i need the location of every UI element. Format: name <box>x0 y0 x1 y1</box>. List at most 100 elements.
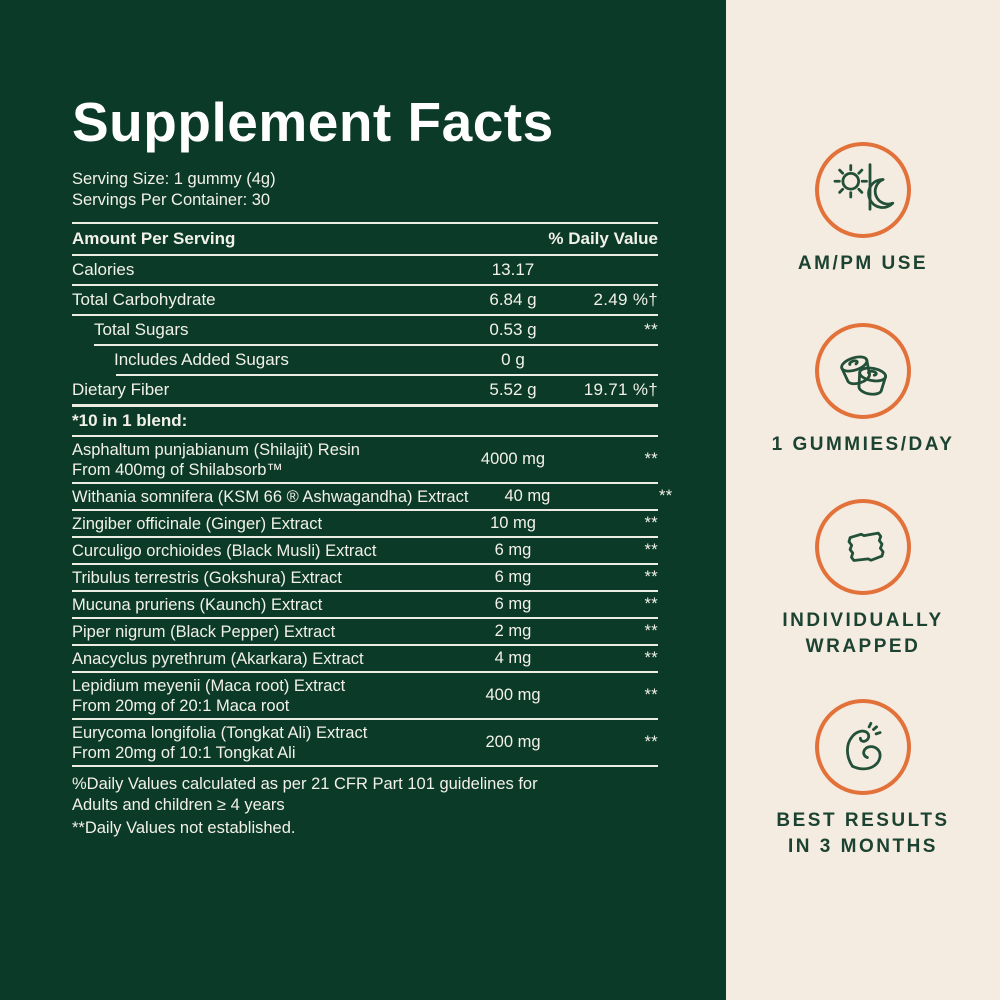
amount-value: 0.53 g <box>489 320 537 340</box>
feature-badge-wrapped: INDIVIDUALLY WRAPPED <box>726 499 1000 659</box>
serving-size-text: Serving Size: 1 gummy (4g) <box>72 169 276 188</box>
ingredient-name: Curculigo orchioides (Black Musli) Extra… <box>72 541 377 560</box>
serving-info: Serving Size: 1 gummy (4g) Servings Per … <box>72 169 658 213</box>
daily-value: ** <box>644 595 658 614</box>
bicep-icon <box>815 699 911 795</box>
footnotes: %Daily Values calculated as per 21 CFR P… <box>72 774 658 839</box>
table-row: Includes Added Sugars 0 g <box>72 346 658 374</box>
feature-badge-results: BEST RESULTS IN 3 MONTHS <box>726 699 1000 859</box>
row-divider <box>72 563 658 566</box>
daily-value: ** <box>658 487 673 506</box>
table-row: Withania somnifera (KSM 66 ® Ashwagandha… <box>72 484 672 509</box>
ingredient-name: Dietary Fiber <box>72 380 170 400</box>
row-divider <box>72 617 658 620</box>
table-row: Calories 13.17 <box>72 256 658 284</box>
wrapped-sachet-icon <box>815 499 911 595</box>
facts-table: Amount Per Serving % Daily Value Calorie… <box>72 222 672 768</box>
row-divider <box>94 344 658 347</box>
daily-value: ** <box>644 686 658 705</box>
ingredient-source-note: From 20mg of 10:1 Tongkat Ali <box>72 743 296 762</box>
row-divider <box>72 314 658 317</box>
amount-value: 6.84 g <box>489 290 537 310</box>
daily-value: ** <box>644 541 658 560</box>
amount-value: 6 mg <box>494 568 532 587</box>
row-divider <box>72 284 658 287</box>
row-divider <box>72 718 658 721</box>
row-divider <box>72 509 658 512</box>
amount-value: 4000 mg <box>480 450 546 469</box>
feature-label-individually-wrapped: INDIVIDUALLY WRAPPED <box>782 610 944 657</box>
ingredient-name: Zingiber officinale (Ginger) Extract <box>72 514 323 533</box>
table-row: Piper nigrum (Black Pepper) Extract 2 mg *… <box>72 619 658 644</box>
blend-rows: Asphaltum punjabianum (Shilajit) Resin Fr… <box>72 437 672 768</box>
table-row: Total Carbohydrate 6.84 g 2.49 %† <box>72 286 658 314</box>
feature-label-am-pm: AM/PM USE <box>797 253 929 274</box>
ingredient-name: Eurycoma longifolia (Tongkat Ali) Extrac… <box>72 723 454 763</box>
ingredient-name: Asphaltum punjabianum (Shilajit) Resin Fr… <box>72 440 454 480</box>
table-row: Lepidium meyenii (Maca root) Extract From… <box>72 673 658 718</box>
ingredient-name: Tribulus terrestris (Gokshura) Extract <box>72 568 342 587</box>
daily-value: ** <box>644 733 658 752</box>
facts-rows: Calories 13.17 Total Carbohydrate 6.84 g 2.4… <box>72 256 658 404</box>
daily-value-header: % Daily Value <box>548 229 658 249</box>
ingredient-name: Calories <box>72 260 135 280</box>
amount-value: 200 mg <box>485 733 541 752</box>
amount-value: 6 mg <box>494 595 532 614</box>
ingredient-source-note: From 20mg of 20:1 Maca root <box>72 696 290 715</box>
amount-value: 2 mg <box>494 622 532 641</box>
table-row: Mucuna pruriens (Kaunch) Extract 6 mg ** <box>72 592 658 617</box>
servings-per-container-text: Servings Per Container: 30 <box>72 191 271 210</box>
row-divider <box>72 536 658 539</box>
table-row: Tribulus terrestris (Gokshura) Extract 6 … <box>72 565 658 590</box>
amount-value: 5.52 g <box>489 380 537 400</box>
daily-value: ** <box>644 320 658 340</box>
amount-value: 10 mg <box>490 514 536 533</box>
table-row: Eurycoma longifolia (Tongkat Ali) Extrac… <box>72 720 658 765</box>
feature-label-best-results: BEST RESULTS IN 3 MONTHS <box>776 810 950 857</box>
amount-value: 4 mg <box>494 649 532 668</box>
sun-moon-icon <box>815 142 911 238</box>
table-row: Dietary Fiber 5.52 g 19.71 %† <box>72 376 658 404</box>
feature-label-gummies-per-day: 1 GUMMIES/DAY <box>771 434 955 455</box>
daily-value: 2.49 %† <box>593 290 658 310</box>
amount-per-serving-header: Amount Per Serving <box>72 229 236 249</box>
page-title: Supplement Facts <box>72 91 554 153</box>
amount-value: 40 mg <box>504 487 551 506</box>
amount-value: 13.17 <box>491 260 535 280</box>
row-divider <box>72 644 658 647</box>
daily-value: ** <box>644 568 658 587</box>
ingredient-source-note: From 400mg of Shilabsorb™ <box>72 460 283 479</box>
footnote-not-established: **Daily Values not established. <box>72 819 296 838</box>
row-divider <box>116 374 658 377</box>
table-row: Total Sugars 0.53 g ** <box>72 316 658 344</box>
ingredient-name: Withania somnifera (KSM 66 ® Ashwagandha… <box>72 487 469 506</box>
daily-value: ** <box>644 450 658 469</box>
gummies-icon <box>815 323 911 419</box>
blend-heading: *10 in 1 blend: <box>72 404 658 438</box>
feature-badge-gummies: 1 GUMMIES/DAY <box>726 323 1000 458</box>
daily-value: ** <box>644 649 658 668</box>
amount-value: 6 mg <box>494 541 532 560</box>
daily-value: 19.71 %† <box>583 380 658 400</box>
ingredient-name: Includes Added Sugars <box>114 350 289 370</box>
table-row: Asphaltum punjabianum (Shilajit) Resin Fr… <box>72 437 658 482</box>
supplement-facts-panel: Supplement Facts Serving Size: 1 gummy (… <box>0 0 726 1000</box>
ingredient-name: Piper nigrum (Black Pepper) Extract <box>72 622 336 641</box>
daily-value: ** <box>644 622 658 641</box>
ingredient-name: Total Carbohydrate <box>72 290 216 310</box>
table-row: Anacyclus pyrethrum (Akarkara) Extract 4 … <box>72 646 658 671</box>
daily-value: ** <box>644 514 658 533</box>
facts-table-header: Amount Per Serving % Daily Value <box>72 222 658 257</box>
ingredient-name: Mucuna pruriens (Kaunch) Extract <box>72 595 323 614</box>
row-divider <box>72 671 658 674</box>
ingredient-name: Anacyclus pyrethrum (Akarkara) Extract <box>72 649 364 668</box>
amount-value: 400 mg <box>485 686 541 705</box>
row-divider <box>72 765 658 768</box>
row-divider <box>72 482 658 485</box>
footnote-daily-values: %Daily Values calculated as per 21 CFR P… <box>72 775 538 815</box>
amount-value: 0 g <box>501 350 525 370</box>
ingredient-name: Total Sugars <box>94 320 189 340</box>
row-divider <box>72 590 658 593</box>
ingredient-name: Lepidium meyenii (Maca root) Extract From… <box>72 676 454 716</box>
